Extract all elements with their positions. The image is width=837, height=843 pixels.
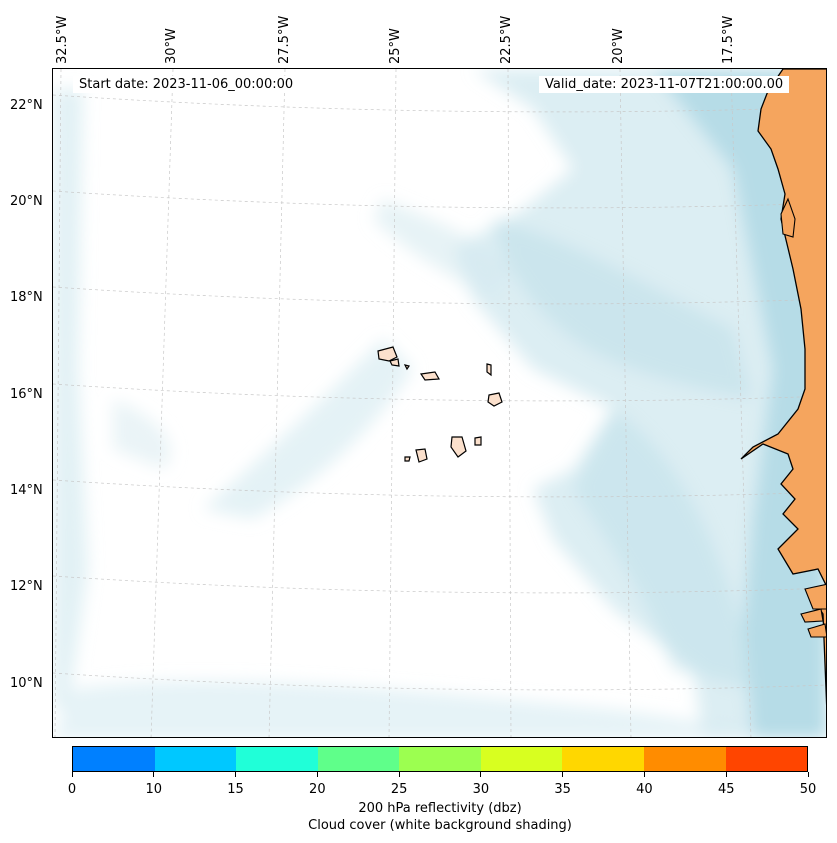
colorbar-label: 200 hPa reflectivity (dbz) (358, 801, 522, 816)
valid-date-label: Valid_date: 2023-11-07T21:00:00.00 (539, 76, 790, 93)
colorbar-segment-6 (562, 747, 644, 771)
colorbar-tick-label: 40 (636, 782, 653, 797)
lon-label-17-5w: 17.5°W (721, 15, 736, 64)
colorbar-segment-1 (154, 747, 237, 771)
colorbar-tick-label: 25 (390, 782, 408, 797)
colorbar-tickmark (725, 772, 727, 777)
colorbar-sublabel: Cloud cover (white background shading) (308, 818, 572, 833)
lon-label-30w: 30°W (164, 28, 179, 64)
reflectivity-colorbar (72, 746, 808, 772)
colorbar-segment-7 (643, 747, 726, 771)
colorbar-tickmark (71, 772, 73, 777)
colorbar-tick-label: 15 (227, 782, 244, 797)
map-canvas (53, 69, 826, 737)
lon-label-20w: 20°W (611, 28, 626, 64)
colorbar-tickmark (316, 772, 318, 777)
colorbar-tick-label: 0 (67, 782, 77, 797)
colorbar-tickmark (153, 772, 155, 777)
colorbar-segment-0 (73, 747, 155, 771)
colorbar-tick-label: 45 (717, 782, 735, 797)
colorbar-tick-label: 30 (472, 782, 490, 797)
lat-label-18n: 18°N (10, 290, 43, 305)
colorbar-segment-4 (399, 747, 481, 771)
colorbar-tickmark (562, 772, 564, 777)
colorbar-segment-2 (236, 747, 318, 771)
lon-label-27-5w: 27.5°W (277, 15, 292, 64)
colorbar-tickmark (643, 772, 645, 777)
colorbar-tickmark (807, 772, 809, 777)
map-panel (52, 68, 827, 738)
africa-coastline (740, 69, 826, 706)
gridlines (53, 69, 826, 737)
lat-label-20n: 20°N (10, 194, 43, 209)
lon-label-25w: 25°W (388, 28, 403, 64)
lat-label-16n: 16°N (10, 387, 43, 402)
colorbar-tickmark (480, 772, 482, 777)
colorbar-tick-label: 35 (554, 782, 571, 797)
lat-label-22n: 22°N (10, 98, 43, 113)
colorbar-tickmark (398, 772, 400, 777)
colorbar-segment-8 (725, 747, 808, 771)
start-date-label: Start date: 2023-11-06_00:00:00 (73, 76, 300, 93)
lat-label-14n: 14°N (10, 483, 43, 498)
colorbar-segment-5 (480, 747, 563, 771)
cape-verde-islands (377, 346, 503, 463)
cloud-cover-layer (53, 69, 826, 737)
colorbar-tick-label: 20 (309, 782, 326, 797)
lat-label-10n: 10°N (10, 676, 43, 691)
colorbar-tick-label: 10 (145, 782, 163, 797)
lon-label-32-5w: 32.5°W (55, 15, 70, 64)
colorbar-tick-label: 50 (799, 782, 817, 797)
lat-label-12n: 12°N (10, 579, 43, 594)
colorbar-segment-3 (317, 747, 400, 771)
colorbar-tickmark (235, 772, 237, 777)
lon-label-22-5w: 22.5°W (499, 15, 514, 64)
